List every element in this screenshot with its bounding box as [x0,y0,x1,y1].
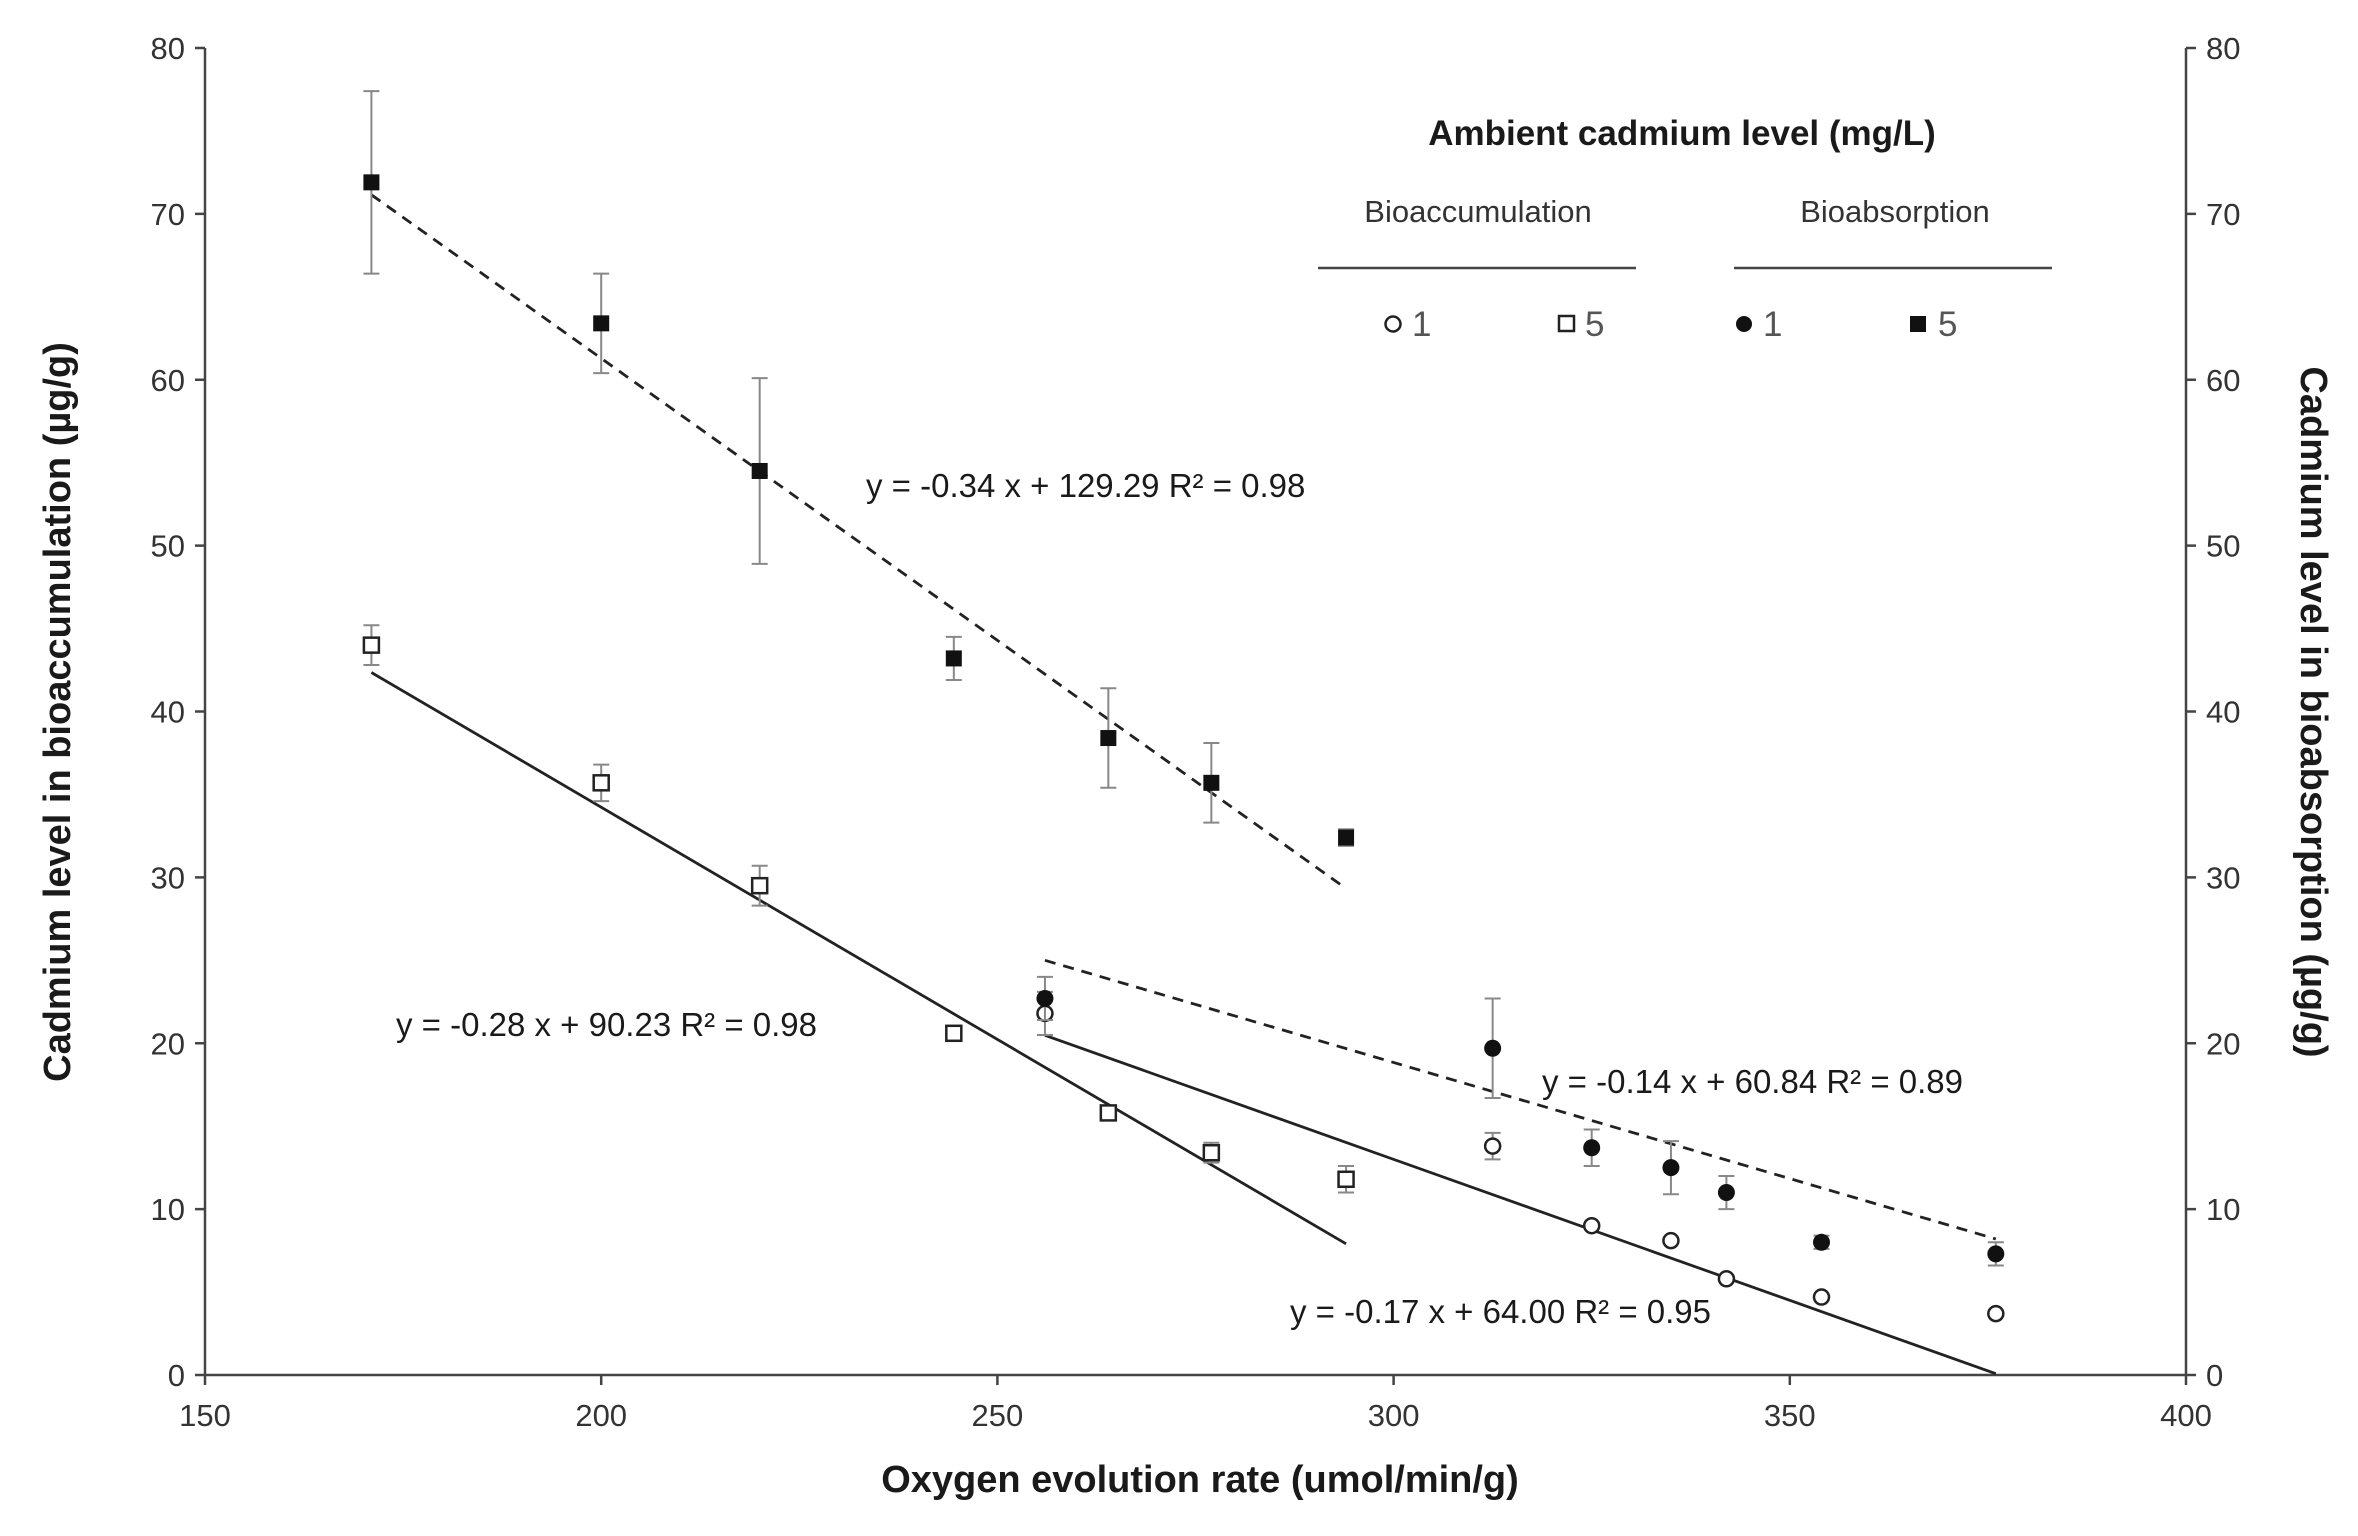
y-tick-label-left: 80 [151,31,185,66]
y-tick-label-right: 10 [2206,1192,2240,1227]
legend-title: Ambient cadmium level (mg/L) [1428,114,1936,153]
legend-label-bioabsorption-5: 5 [1938,305,1957,344]
data-point-filled-circle [1583,1139,1601,1157]
data-point-filled-circle [1812,1233,1830,1251]
data-point-open-square [750,876,769,895]
y-tick-label-left: 70 [151,197,185,232]
ticks-layer: 0 0 10 10 20 20 30 30 40 40 50 50 60 60 70 70 80 80 150 200… [151,31,2241,1433]
legend-open-circle-marker [1384,315,1402,333]
y-tick-label-right: 20 [2206,1026,2240,1061]
y-tick-label-left: 30 [151,860,185,895]
y-tick-label-left: 50 [151,529,185,564]
data-point-filled-square [1203,774,1220,791]
data-point-filled-circle [1036,989,1054,1007]
data-point-filled-circle [1717,1184,1735,1202]
x-tick-label: 150 [179,1398,231,1433]
equation-bioabsorption-5: y = -0.34 x + 129.29 R² = 0.98 [866,467,1305,504]
data-point-open-circle [1717,1270,1736,1288]
x-axis-title: Oxygen evolution rate (umol/min/g) [881,1459,1519,1501]
y-tick-label-left: 40 [151,695,185,730]
legend-label-bioabsorption-1: 1 [1763,305,1782,344]
y-tick-label-left: 60 [151,363,185,398]
y-tick-label-right: 60 [2206,363,2240,398]
y-tick-label-right: 40 [2206,695,2240,730]
data-point-open-square [945,1024,963,1043]
fit-line-series-1 [370,671,1347,1246]
legend-label-bioaccumulation-5: 5 [1585,305,1604,344]
legend-filled-circle-marker [1736,316,1752,332]
legend-label-bioaccumulation-1: 1 [1412,305,1431,344]
data-point-filled-square [363,174,380,191]
legend-filled-square-marker [1910,316,1926,332]
data-point-open-circle [1483,1137,1502,1155]
fit-line-series-2 [1044,958,1997,1241]
data-point-filled-square [593,315,610,332]
y-tick-label-left: 10 [151,1192,185,1227]
y-tick-label-right: 70 [2206,197,2240,232]
y-axis-title-right: Cadmium level in bioabsorption (µg/g) [2292,366,2334,1057]
data-point-open-circle [1812,1288,1831,1306]
fit-line-series-3 [370,193,1347,890]
data-point-open-square [1337,1170,1355,1189]
data-point-open-square [592,774,610,792]
fit-line-series-0 [1044,1033,1997,1375]
y-tick-label-right: 50 [2206,529,2240,564]
y-tick-label-left: 20 [151,1026,185,1061]
data-point-open-circle [1662,1231,1680,1250]
legend-group-bioaccumulation: Bioaccumulation [1364,194,1591,229]
data-point-open-square [1099,1104,1118,1122]
data-point-filled-square [751,462,768,479]
legend-open-square-marker [1557,314,1576,333]
y-tick-label-left: 0 [168,1358,185,1393]
x-tick-label: 350 [1764,1398,1816,1433]
legend-background [1312,92,2052,342]
data-point-filled-circle [1987,1245,2005,1263]
data-point-open-square [362,636,381,654]
data-point-filled-circle [1484,1039,1502,1057]
x-tick-label: 200 [575,1398,627,1433]
legend: Ambient cadmium level (mg/L) Bioaccumula… [1312,92,2052,344]
x-tick-label: 300 [1368,1398,1420,1433]
equation-bioabsorption-1: y = -0.14 x + 60.84 R² = 0.89 [1542,1063,1963,1100]
y-tick-label-right: 80 [2206,31,2240,66]
data-point-filled-square [945,650,962,667]
fit-lines-layer [370,193,1997,1375]
data-point-open-square [1202,1143,1221,1162]
legend-group-bioabsorption: Bioabsorption [1800,194,1990,229]
x-tick-label: 400 [2160,1398,2212,1433]
y-tick-label-right: 0 [2206,1358,2223,1393]
equation-bioaccumulation-5: y = -0.28 x + 90.23 R² = 0.98 [396,1006,817,1043]
data-points-layer [362,90,2005,1323]
data-point-filled-square [1100,730,1117,747]
data-point-open-circle [1582,1216,1601,1235]
y-axis-title-left: Cadmium level in bioaccumulation (µg/g) [37,342,79,1082]
data-point-filled-square [1338,829,1355,846]
x-tick-label: 250 [972,1398,1024,1433]
equation-bioaccumulation-1: y = -0.17 x + 64.00 R² = 0.95 [1290,1293,1711,1330]
data-point-filled-circle [1662,1159,1680,1177]
data-point-open-circle [1987,1304,2005,1323]
y-tick-label-right: 30 [2206,860,2240,895]
